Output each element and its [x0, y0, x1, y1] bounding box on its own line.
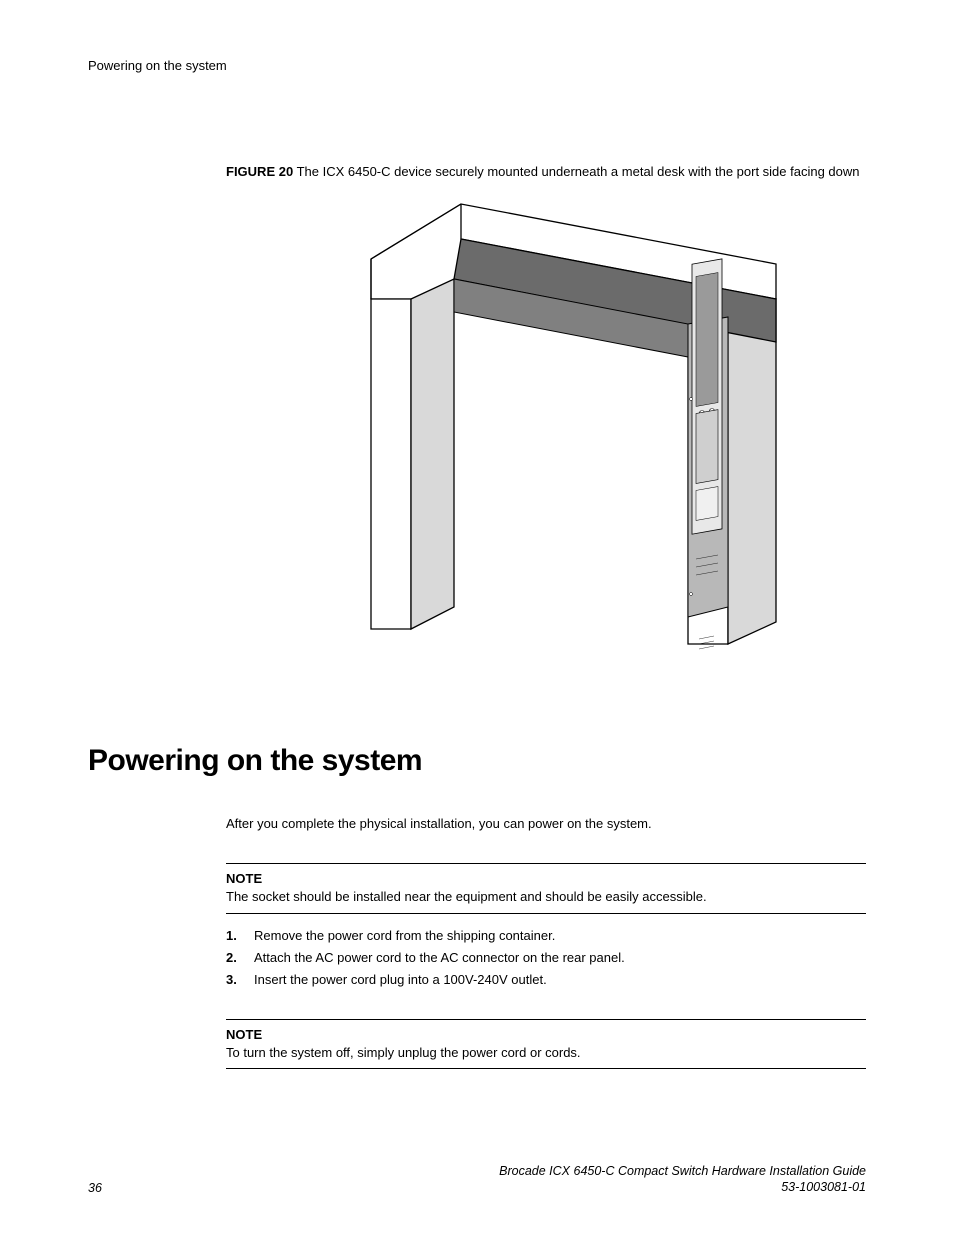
step-item: 2. Attach the AC power cord to the AC co… — [226, 950, 866, 965]
step-number: 1. — [226, 928, 254, 943]
note-block-2: NOTE To turn the system off, simply unpl… — [226, 1019, 866, 1069]
step-text: Attach the AC power cord to the AC conne… — [254, 950, 625, 965]
step-number: 3. — [226, 972, 254, 987]
note-text: The socket should be installed near the … — [226, 889, 707, 904]
figure-caption-text: The ICX 6450-C device securely mounted u… — [297, 164, 860, 179]
note-label: NOTE — [226, 1026, 866, 1044]
step-item: 3. Insert the power cord plug into a 100… — [226, 972, 866, 987]
figure-caption: FIGURE 20 The ICX 6450-C device securely… — [226, 163, 866, 181]
step-text: Remove the power cord from the shipping … — [254, 928, 555, 943]
step-number: 2. — [226, 950, 254, 965]
figure-image — [226, 199, 866, 684]
note-text: To turn the system off, simply unplug th… — [226, 1045, 581, 1060]
doc-title: Brocade ICX 6450-C Compact Switch Hardwa… — [499, 1163, 866, 1179]
figure-label: FIGURE 20 — [226, 164, 293, 179]
ordered-steps: 1. Remove the power cord from the shippi… — [226, 928, 866, 987]
page-footer: 36 Brocade ICX 6450-C Compact Switch Har… — [88, 1163, 866, 1196]
page-number: 36 — [88, 1181, 102, 1195]
running-header: Powering on the system — [88, 58, 866, 73]
note-label: NOTE — [226, 870, 866, 888]
step-item: 1. Remove the power cord from the shippi… — [226, 928, 866, 943]
doc-number: 53-1003081-01 — [499, 1179, 866, 1195]
section-heading: Powering on the system — [88, 744, 866, 778]
doc-info: Brocade ICX 6450-C Compact Switch Hardwa… — [499, 1163, 866, 1196]
figure-block: FIGURE 20 The ICX 6450-C device securely… — [226, 163, 866, 684]
intro-paragraph: After you complete the physical installa… — [226, 816, 866, 831]
note-block-1: NOTE The socket should be installed near… — [226, 863, 866, 913]
step-text: Insert the power cord plug into a 100V-2… — [254, 972, 547, 987]
